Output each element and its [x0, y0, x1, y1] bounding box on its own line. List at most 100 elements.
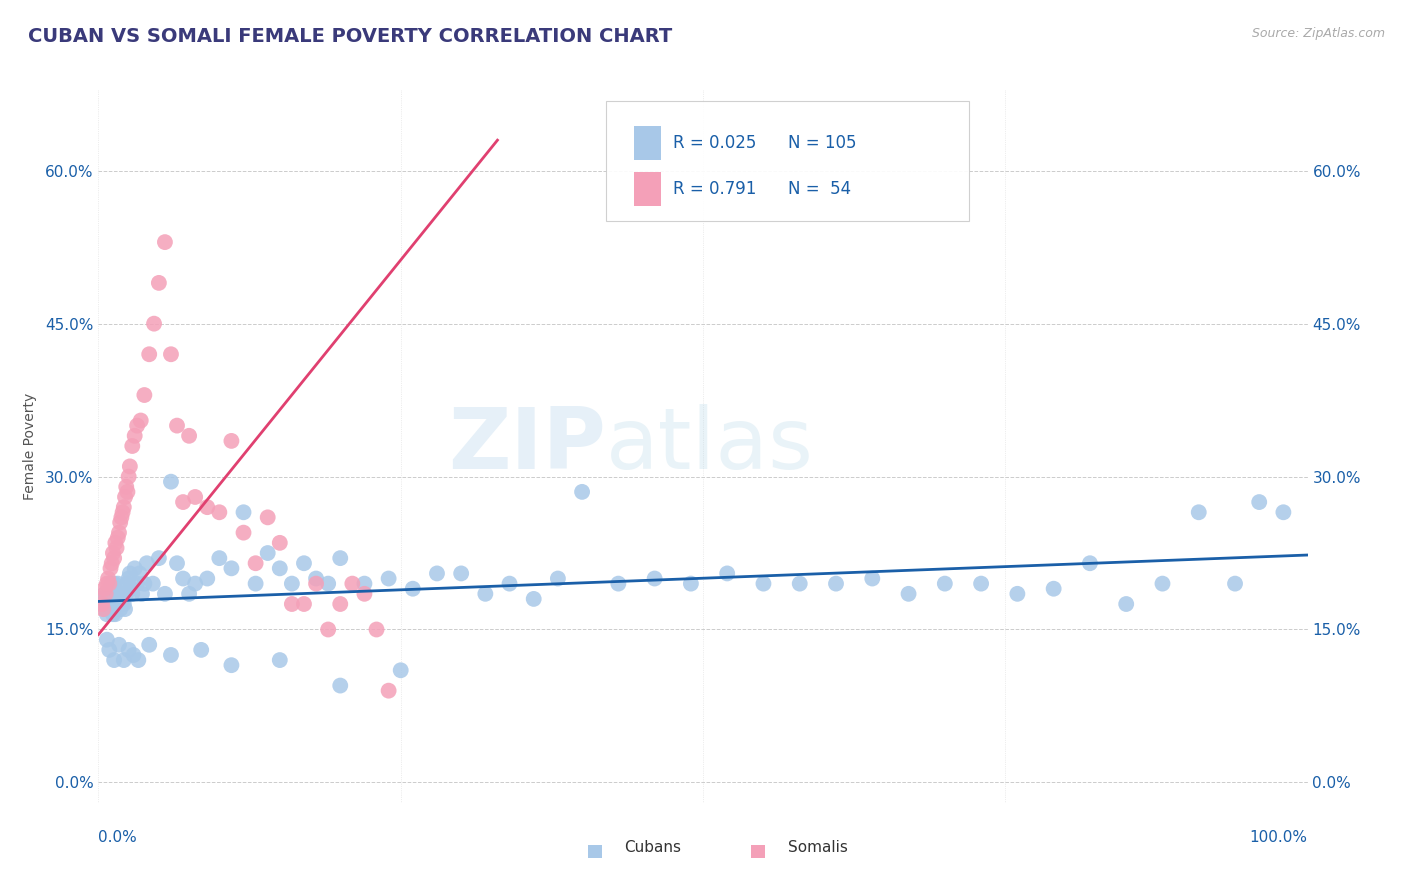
Point	[1249, 495, 1271, 509]
Point	[256, 510, 278, 524]
Point	[269, 561, 291, 575]
Point	[96, 576, 118, 591]
Point	[100, 576, 122, 591]
Point	[112, 653, 135, 667]
Point	[860, 572, 883, 586]
Point	[135, 556, 157, 570]
Point	[160, 347, 183, 361]
Point	[195, 500, 218, 515]
Point	[93, 582, 115, 596]
Point	[96, 632, 118, 647]
Point	[353, 587, 375, 601]
Point	[195, 572, 218, 586]
Point	[104, 591, 127, 606]
Point	[94, 587, 117, 601]
Point	[128, 566, 150, 581]
Point	[305, 576, 328, 591]
Point	[142, 576, 165, 591]
Text: R = 0.791: R = 0.791	[672, 180, 756, 198]
Point	[184, 576, 207, 591]
Text: N = 105: N = 105	[787, 134, 856, 152]
Point	[100, 556, 122, 570]
Point	[110, 510, 132, 524]
Point	[474, 587, 496, 601]
Point	[679, 576, 702, 591]
Point	[96, 607, 118, 622]
Point	[571, 484, 593, 499]
Point	[1223, 576, 1246, 591]
Point	[105, 541, 128, 555]
Point	[134, 388, 156, 402]
Point	[221, 658, 243, 673]
Point	[127, 576, 149, 591]
Point	[110, 597, 132, 611]
FancyBboxPatch shape	[634, 172, 661, 206]
Point	[118, 469, 141, 483]
FancyBboxPatch shape	[588, 845, 602, 858]
Point	[138, 638, 160, 652]
Point	[108, 516, 131, 530]
Point	[108, 597, 131, 611]
Point	[105, 587, 128, 601]
Point	[111, 587, 134, 601]
Text: Cubans: Cubans	[624, 840, 682, 855]
Point	[148, 551, 170, 566]
Point	[498, 576, 520, 591]
Point	[121, 439, 143, 453]
Point	[281, 597, 304, 611]
Point	[107, 531, 129, 545]
Point	[108, 638, 131, 652]
Point	[232, 525, 254, 540]
Point	[101, 607, 124, 622]
Point	[329, 679, 352, 693]
Text: ZIP: ZIP	[449, 404, 606, 488]
Point	[103, 551, 125, 566]
Point	[184, 490, 207, 504]
Point	[523, 591, 546, 606]
Point	[100, 597, 122, 611]
Point	[101, 587, 124, 601]
Point	[160, 475, 183, 489]
Point	[353, 576, 375, 591]
Point	[127, 653, 149, 667]
Point	[97, 591, 120, 606]
Point	[112, 500, 135, 515]
Point	[118, 459, 141, 474]
Point	[402, 582, 425, 596]
Point	[190, 643, 212, 657]
Point	[143, 317, 166, 331]
Text: Somalis: Somalis	[787, 840, 848, 855]
Point	[366, 623, 388, 637]
Point	[1115, 597, 1137, 611]
Point	[153, 587, 176, 601]
Point	[256, 546, 278, 560]
Point	[117, 484, 139, 499]
Point	[716, 566, 738, 581]
Point	[208, 551, 231, 566]
Point	[1007, 587, 1029, 601]
Point	[91, 591, 114, 606]
Point	[377, 683, 399, 698]
Point	[389, 663, 412, 677]
Point	[897, 587, 920, 601]
Text: 100.0%: 100.0%	[1250, 830, 1308, 845]
Point	[1272, 505, 1295, 519]
Point	[245, 556, 267, 570]
Point	[100, 561, 122, 575]
Point	[179, 429, 201, 443]
Text: N =  54: N = 54	[787, 180, 851, 198]
Point	[316, 576, 339, 591]
Point	[426, 566, 449, 581]
Point	[114, 602, 136, 616]
Text: R = 0.025: R = 0.025	[672, 134, 756, 152]
Point	[121, 587, 143, 601]
Point	[934, 576, 956, 591]
Point	[124, 561, 146, 575]
Point	[98, 576, 121, 591]
Point	[153, 235, 176, 249]
Point	[129, 413, 152, 427]
Point	[1078, 556, 1101, 570]
Point	[232, 505, 254, 519]
Point	[115, 480, 138, 494]
Point	[115, 587, 138, 601]
